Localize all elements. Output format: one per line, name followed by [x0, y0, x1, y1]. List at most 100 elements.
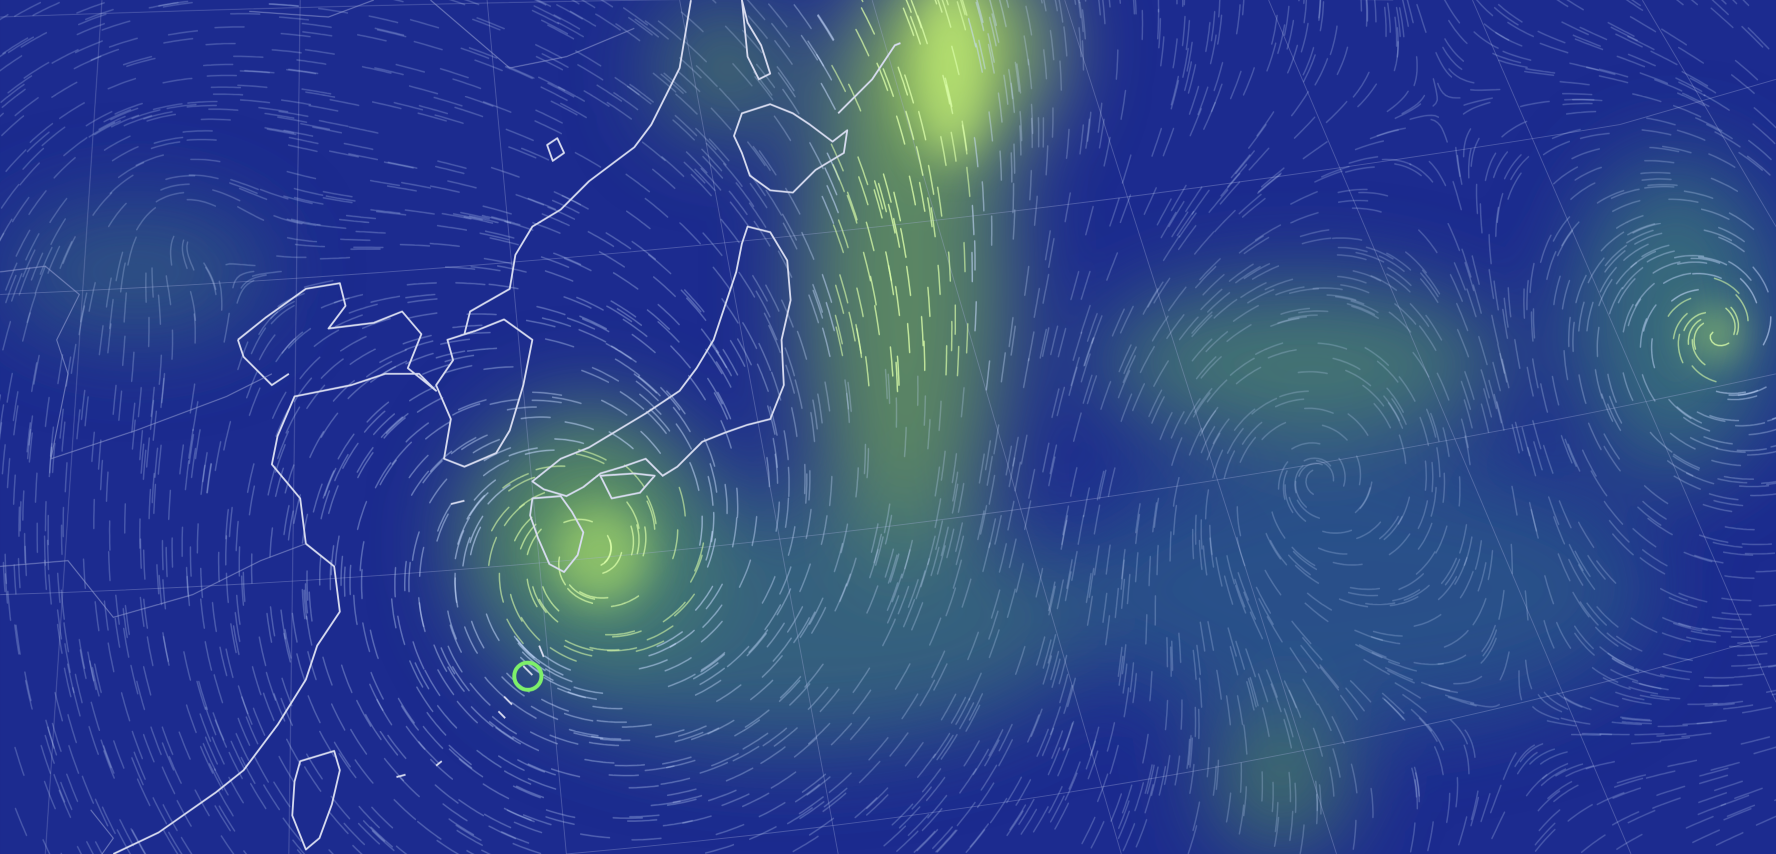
wind-streak [450, 436, 477, 455]
wind-streak [97, 439, 102, 470]
wind-streak [1181, 15, 1186, 47]
wind-streak [107, 550, 111, 582]
wind-streak [1455, 302, 1469, 332]
wind-streak [794, 783, 820, 803]
wind-streak [1762, 316, 1772, 346]
wind-streak [39, 246, 53, 275]
wind-streak [379, 730, 399, 756]
wind-streak [513, 821, 543, 834]
wind-streak [429, 242, 460, 247]
wind-streak [1442, 427, 1450, 458]
wind-streak [1184, 61, 1193, 92]
wind-streak [1608, 286, 1624, 315]
wind-streak [1164, 699, 1169, 731]
wind-streak [1431, 461, 1434, 493]
wind-streak [316, 224, 347, 229]
wind-streak [884, 548, 895, 578]
wind-streak [488, 536, 498, 567]
wind-streak [515, 193, 545, 206]
wind-streak [715, 823, 745, 836]
wind-streak [584, 758, 615, 764]
wind-streak [920, 315, 924, 347]
wind-streak [857, 156, 869, 186]
wind-streak [1081, 816, 1096, 845]
wind-streak [370, 671, 384, 700]
wind-streak [1086, 111, 1092, 142]
wind-streak [133, 751, 146, 780]
wind-streak [332, 379, 355, 402]
wind-streak [408, 385, 436, 402]
wind-streak [982, 542, 991, 573]
wind-streak [905, 0, 912, 13]
wind-streak [967, 631, 980, 661]
wind-streak [76, 22, 105, 36]
wind-streak [248, 485, 256, 516]
wind-streak [1081, 40, 1085, 71]
wind-streak [1003, 74, 1009, 105]
wind-streak [251, 270, 282, 277]
wind-streak [400, 705, 419, 731]
wind-streak [1455, 146, 1461, 177]
wind-streak [596, 84, 623, 102]
wind-streak [1701, 627, 1732, 633]
wind-streak [854, 797, 878, 819]
wind-streak [110, 114, 140, 128]
wind-streak [832, 224, 844, 254]
wind-streak [386, 185, 417, 192]
wind-streak [1283, 708, 1294, 738]
wind-streak [1685, 815, 1714, 829]
wind-streak [1042, 273, 1050, 304]
wind-streak [1454, 556, 1468, 585]
wind-streak [41, 126, 66, 147]
wind-streak [29, 122, 54, 143]
wind-streak [286, 237, 318, 243]
wind-streak [767, 3, 788, 28]
wind-streak [56, 623, 63, 654]
wind-streak [469, 682, 491, 706]
wind-streak [1383, 6, 1387, 38]
wind-streak [1469, 88, 1501, 91]
wind-streak [1376, 360, 1399, 383]
wind-streak [1713, 780, 1743, 792]
wind-streak [483, 447, 512, 462]
wind-streak [1340, 284, 1370, 294]
wind-streak [1495, 206, 1500, 238]
wind-streak [1544, 575, 1555, 605]
wind-streak [959, 702, 975, 730]
wind-streak [1689, 436, 1719, 449]
wind-streak [1703, 94, 1730, 111]
wind-streak [464, 626, 478, 654]
wind-streak [508, 476, 536, 492]
wind-streak [1656, 733, 1687, 737]
wind-streak [1721, 612, 1752, 616]
wind-streak [564, 639, 594, 651]
wind-streak [1724, 575, 1755, 579]
wind-streak [1312, 727, 1323, 757]
wind-streak [1622, 303, 1634, 333]
wind-streak [1699, 767, 1729, 777]
wind-streak [223, 420, 232, 451]
wind-streak [179, 444, 185, 475]
wind-streak [451, 666, 470, 692]
wind-streak [1041, 727, 1055, 757]
wind-streak [752, 274, 768, 302]
wind-streak [1652, 261, 1681, 274]
wind-streak [1577, 521, 1595, 549]
wind-streak [470, 706, 494, 728]
wind-streak [657, 20, 682, 41]
wind-streak [1652, 797, 1681, 809]
wind-streak [705, 530, 713, 561]
wind-streak [268, 3, 300, 7]
wind-streak [1591, 666, 1619, 683]
wind-streak [1143, 187, 1157, 215]
wind-streak [775, 501, 781, 532]
wind-streak [1464, 435, 1471, 466]
wind-streak [1239, 762, 1243, 793]
wind-streak [162, 77, 193, 84]
wind-streak [1153, 277, 1171, 304]
wind-streak [287, 327, 312, 349]
wind-streak [804, 663, 824, 688]
wind-streak [103, 600, 109, 631]
wind-streak [269, 527, 274, 558]
wind-streak [604, 630, 636, 636]
